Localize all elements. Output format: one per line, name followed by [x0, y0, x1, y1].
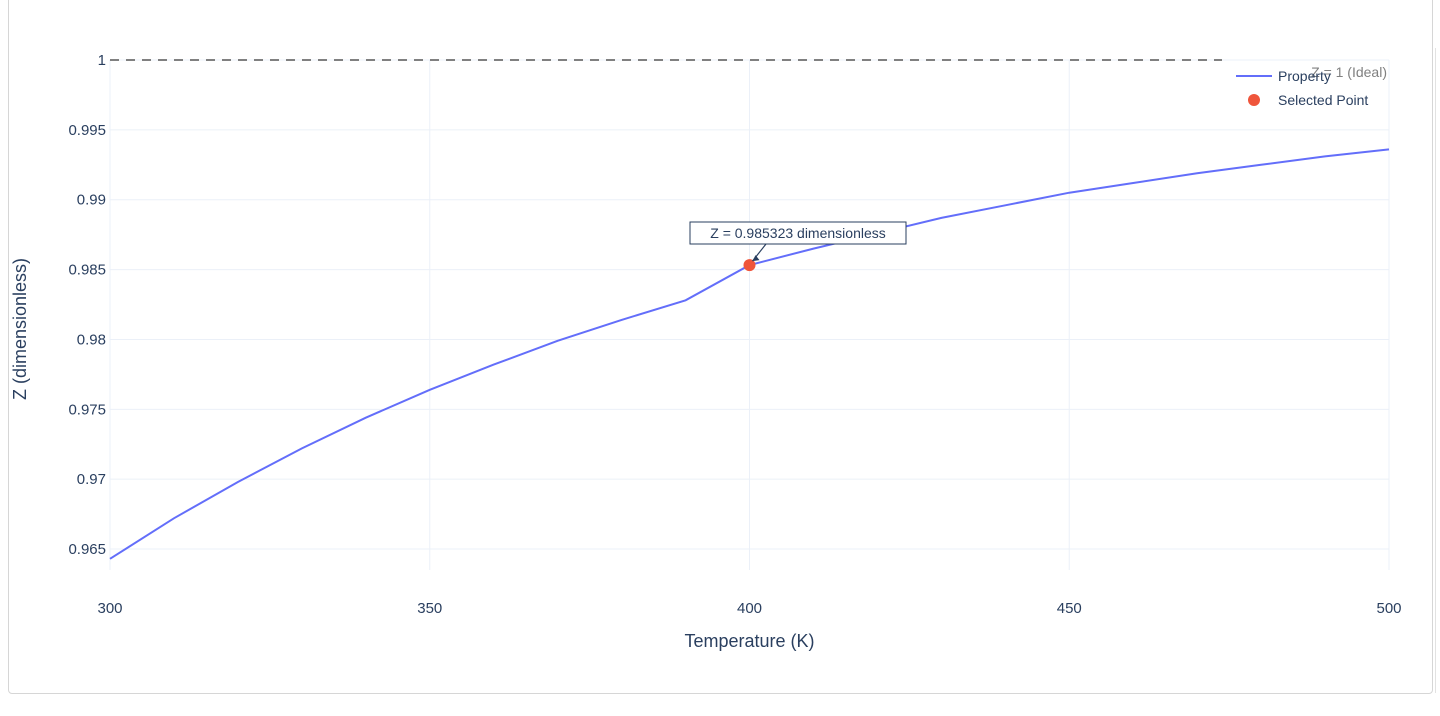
- y-tick-label: 0.995: [68, 122, 106, 139]
- y-tick-label: 0.975: [68, 401, 106, 418]
- x-tick-label: 450: [1057, 600, 1082, 617]
- chart-panel: [8, 0, 1433, 694]
- reference-line-group: Z = 1 (Ideal): [110, 59, 1387, 80]
- legend-label-property[interactable]: Property: [1278, 68, 1331, 84]
- x-axis-title: Temperature (K): [684, 631, 814, 651]
- y-tick-label: 0.99: [77, 192, 106, 209]
- legend-label-selected-point[interactable]: Selected Point: [1278, 92, 1368, 108]
- y-axis-ticks: 0.965 0.97 0.975 0.98 0.985 0.99 0.995 1: [68, 52, 106, 558]
- annotation-group: Z = 0.985323 dimensionless: [689, 221, 907, 262]
- x-tick-label: 350: [417, 600, 442, 617]
- annotation-arrowhead: [752, 255, 760, 262]
- x-tick-label: 300: [97, 600, 122, 617]
- x-tick-label: 500: [1376, 600, 1401, 617]
- x-axis-ticks: 300 350 400 450 500: [97, 600, 1401, 617]
- y-tick-label: 1: [98, 52, 106, 69]
- y-tick-label: 0.965: [68, 541, 106, 558]
- y-tick-label: 0.97: [77, 471, 106, 488]
- legend[interactable]: Property Selected Point: [1236, 68, 1368, 108]
- scrollbar-track[interactable]: [1435, 48, 1436, 693]
- y-axis-title: Z (dimensionless): [10, 258, 30, 400]
- series-group: [109, 148, 1390, 560]
- y-tick-label: 0.985: [68, 262, 106, 279]
- selected-point-marker[interactable]: [743, 259, 756, 272]
- annotation-box: [689, 221, 907, 245]
- reference-line-label: Z = 1 (Ideal): [1311, 64, 1387, 80]
- annotation-text: Z = 0.985323 dimensionless: [710, 225, 886, 241]
- x-tick-label: 400: [737, 600, 762, 617]
- grid-lines: [109, 59, 1390, 570]
- legend-swatch-selected-point[interactable]: [1248, 94, 1260, 106]
- y-tick-label: 0.98: [77, 331, 106, 348]
